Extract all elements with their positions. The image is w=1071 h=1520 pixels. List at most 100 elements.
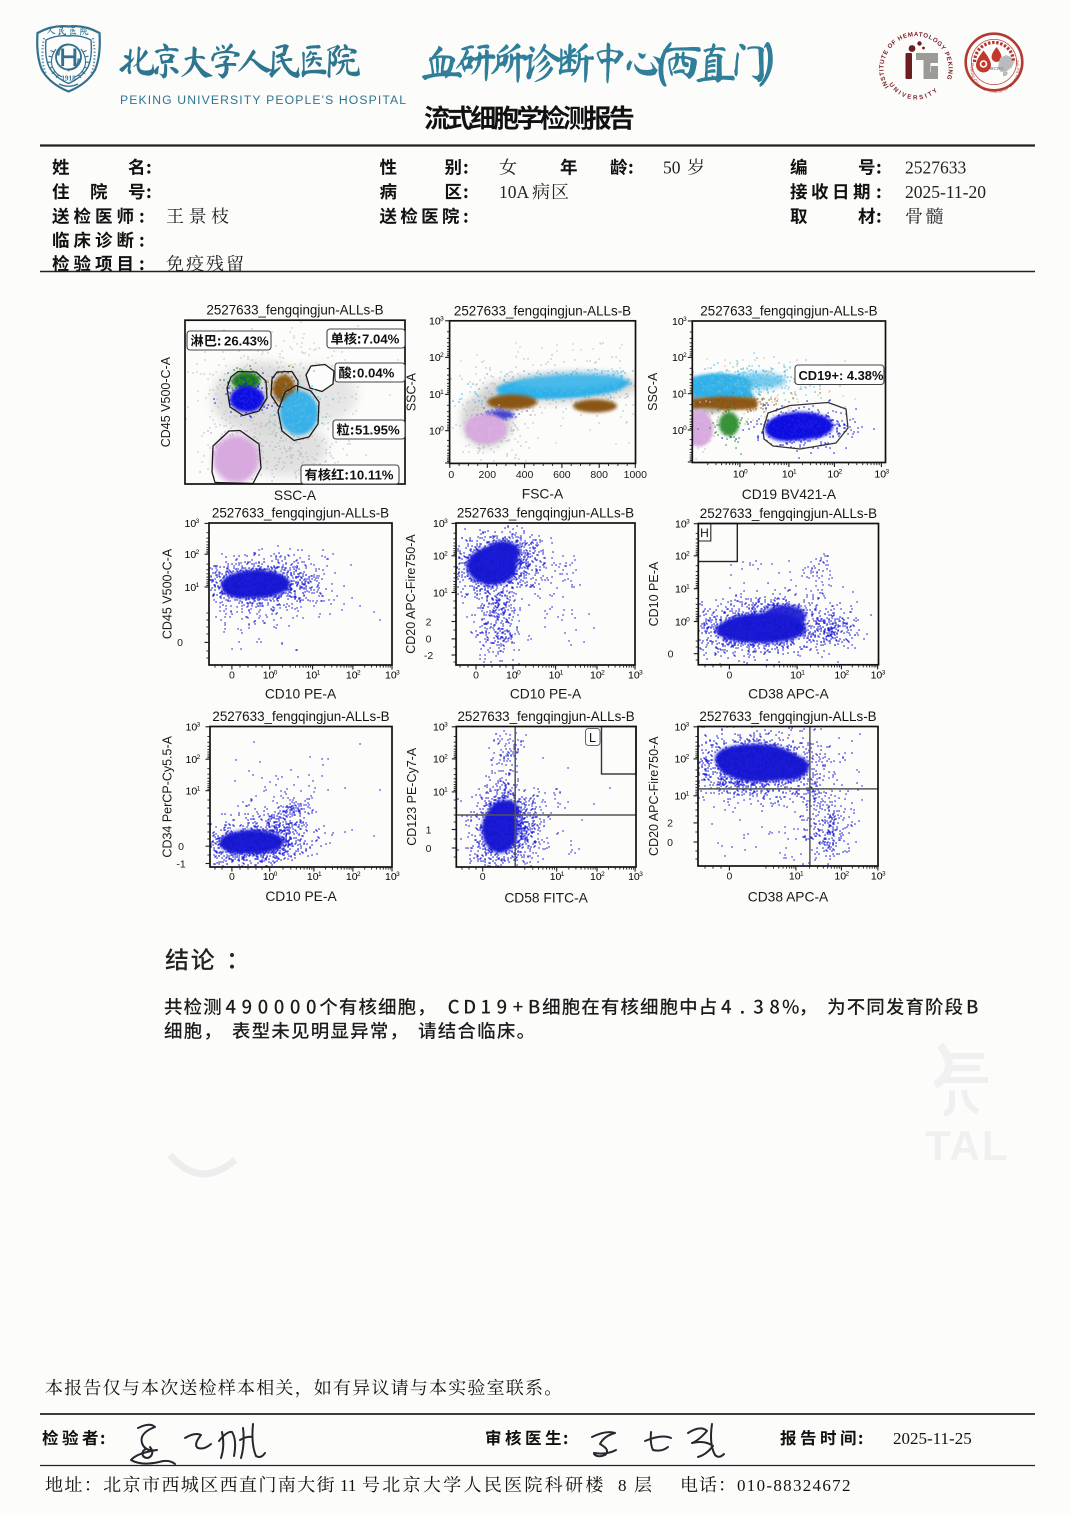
svg-text:0: 0 xyxy=(229,871,235,883)
svg-text:10: 10 xyxy=(385,871,397,883)
svg-text:1: 1 xyxy=(444,787,448,794)
svg-text:1: 1 xyxy=(440,389,444,396)
svg-text:0: 0 xyxy=(178,841,184,853)
svg-text:3: 3 xyxy=(686,722,690,729)
svg-text:1: 1 xyxy=(426,824,432,836)
svg-text:0: 0 xyxy=(480,871,486,883)
svg-text:0: 0 xyxy=(726,670,732,682)
svg-text:10: 10 xyxy=(628,670,640,682)
svg-text:1918: 1918 xyxy=(61,75,76,83)
svg-text:0: 0 xyxy=(448,469,454,481)
svg-text:0: 0 xyxy=(440,426,444,433)
svg-text:CD38 APC-A: CD38 APC-A xyxy=(748,687,829,702)
svg-text:CD19+: 4.38%: CD19+: 4.38% xyxy=(799,368,884,383)
svg-text:0: 0 xyxy=(517,670,521,677)
svg-text:10: 10 xyxy=(185,549,197,561)
svg-text:PEKING UNIVERSITY PEOPLE'S HOS: PEKING UNIVERSITY PEOPLE'S HOSPITAL xyxy=(120,93,407,107)
svg-text:0: 0 xyxy=(744,469,748,476)
svg-text:10: 10 xyxy=(733,469,745,481)
svg-text:2: 2 xyxy=(357,670,361,677)
svg-text:10: 10 xyxy=(433,551,445,563)
svg-text:10: 10 xyxy=(429,426,441,438)
svg-text:2025-11-20: 2025-11-20 xyxy=(905,182,986,202)
svg-text:10: 10 xyxy=(186,722,198,734)
svg-text:0: 0 xyxy=(426,843,432,855)
svg-text:0: 0 xyxy=(726,871,732,883)
svg-text:1000: 1000 xyxy=(624,469,648,481)
svg-text:2: 2 xyxy=(683,352,687,359)
svg-text:10: 10 xyxy=(433,787,445,799)
svg-text:3: 3 xyxy=(396,670,400,677)
svg-text:10: 10 xyxy=(874,469,886,481)
svg-text:2527633_fengqingjun-ALLs-B: 2527633_fengqingjun-ALLs-B xyxy=(212,506,389,521)
svg-text:10: 10 xyxy=(628,871,640,883)
svg-text:10: 10 xyxy=(346,670,358,682)
svg-text:L: L xyxy=(589,731,596,745)
svg-text:2527633_fengqingjun-ALLs-B: 2527633_fengqingjun-ALLs-B xyxy=(700,506,877,521)
svg-text:CD20 APC-Fire750-A: CD20 APC-Fire750-A xyxy=(647,736,661,856)
svg-text:10: 10 xyxy=(782,469,794,481)
svg-text:10: 10 xyxy=(186,786,198,798)
svg-text:10: 10 xyxy=(672,389,684,401)
svg-text:SSC-A: SSC-A xyxy=(274,488,317,503)
svg-text:2527633_fengqingjun-ALLs-B: 2527633_fengqingjun-ALLs-B xyxy=(700,304,877,319)
svg-text:TAL: TAL xyxy=(925,1122,1010,1169)
svg-text:CD45 V500-C-A: CD45 V500-C-A xyxy=(159,356,173,447)
svg-text:0: 0 xyxy=(274,670,278,677)
svg-text:2527633_fengqingjun-ALLs-B: 2527633_fengqingjun-ALLs-B xyxy=(457,506,634,521)
svg-text:400: 400 xyxy=(516,469,534,481)
svg-text:10: 10 xyxy=(834,871,846,883)
svg-text:BCRC: BCRC xyxy=(990,66,1004,72)
svg-text:10: 10 xyxy=(672,352,684,364)
svg-text:2527633_fengqingjun-ALLs-B: 2527633_fengqingjun-ALLs-B xyxy=(457,709,634,724)
svg-text:26.43%: 26.43% xyxy=(224,334,269,349)
svg-text:1: 1 xyxy=(801,670,805,677)
svg-text:1: 1 xyxy=(196,582,200,589)
svg-text:2527633_fengqingjun-ALLs-B: 2527633_fengqingjun-ALLs-B xyxy=(212,709,389,724)
svg-text:2: 2 xyxy=(686,754,690,761)
svg-text:51.95%: 51.95% xyxy=(355,423,400,438)
svg-text:3: 3 xyxy=(882,670,886,677)
svg-text:CD10 PE-A: CD10 PE-A xyxy=(647,561,661,626)
svg-text:10: 10 xyxy=(433,722,445,734)
svg-text:-1: -1 xyxy=(176,858,185,870)
svg-text:2527633_fengqingjun-ALLs-B: 2527633_fengqingjun-ALLs-B xyxy=(206,303,383,318)
svg-text:10: 10 xyxy=(429,352,441,364)
svg-text:10: 10 xyxy=(385,670,397,682)
svg-text:1: 1 xyxy=(686,791,690,798)
svg-text:1: 1 xyxy=(317,670,321,677)
svg-text:CD10 PE-A: CD10 PE-A xyxy=(265,687,337,702)
svg-text:2: 2 xyxy=(601,871,605,878)
svg-text:3: 3 xyxy=(197,722,201,729)
svg-text:1: 1 xyxy=(800,871,804,878)
svg-text:0: 0 xyxy=(177,637,183,649)
svg-text:CD38 APC-A: CD38 APC-A xyxy=(748,890,829,905)
svg-text:1: 1 xyxy=(318,871,322,878)
svg-text:3: 3 xyxy=(639,670,643,677)
svg-text:10: 10 xyxy=(871,871,883,883)
svg-text:10: 10 xyxy=(429,316,441,328)
svg-text:2: 2 xyxy=(196,549,200,556)
svg-text:2: 2 xyxy=(444,551,448,558)
svg-text:10: 10 xyxy=(185,518,197,530)
svg-text:10: 10 xyxy=(675,616,687,628)
svg-text:SSC-A: SSC-A xyxy=(646,372,660,411)
svg-text:2: 2 xyxy=(601,670,605,677)
svg-text:3: 3 xyxy=(639,871,643,878)
svg-text:10: 10 xyxy=(549,670,561,682)
svg-text:0: 0 xyxy=(229,670,235,682)
svg-text:CD34 PerCP-Cy5.5-A: CD34 PerCP-Cy5.5-A xyxy=(161,735,175,857)
svg-text:10: 10 xyxy=(672,425,684,437)
svg-text:10: 10 xyxy=(346,871,358,883)
svg-text:2: 2 xyxy=(667,818,673,830)
svg-text:CD10 PE-A: CD10 PE-A xyxy=(265,889,337,904)
svg-text:CD58 FITC-A: CD58 FITC-A xyxy=(504,891,588,906)
svg-text:FSC-A: FSC-A xyxy=(522,487,564,502)
svg-text:2: 2 xyxy=(846,670,850,677)
svg-text:2: 2 xyxy=(444,754,448,761)
svg-text:3: 3 xyxy=(686,519,690,526)
svg-text:10: 10 xyxy=(433,518,445,530)
svg-text:10: 10 xyxy=(185,582,197,594)
svg-text:2527633: 2527633 xyxy=(905,158,967,178)
svg-text:10: 10 xyxy=(675,551,687,563)
